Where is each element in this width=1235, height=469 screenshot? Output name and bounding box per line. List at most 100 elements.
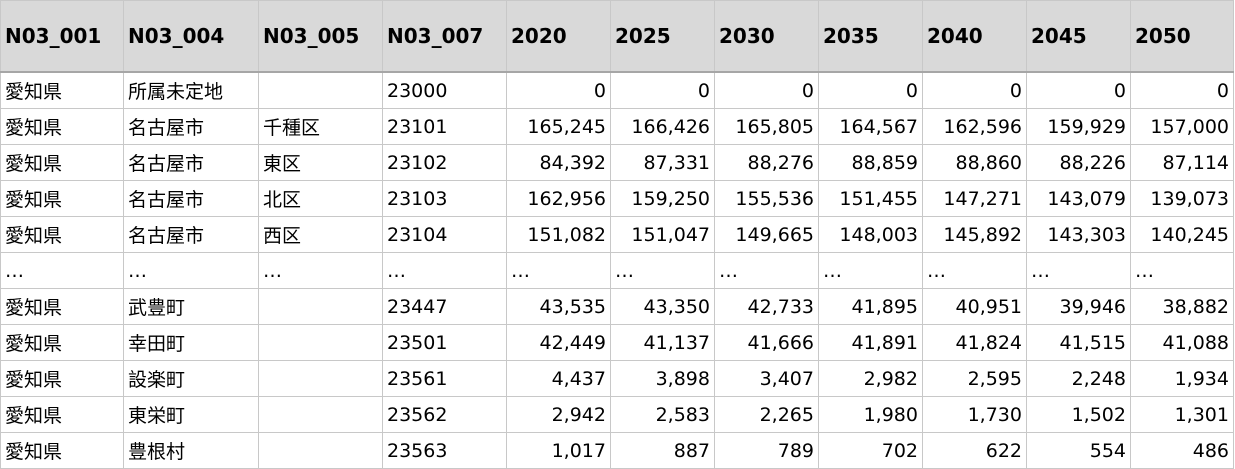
column-header[interactable]: N03_005: [258, 0, 383, 73]
table-cell[interactable]: 1,980: [818, 396, 923, 433]
table-cell[interactable]: [258, 360, 383, 397]
table-cell[interactable]: 0: [610, 71, 715, 109]
table-cell[interactable]: 143,079: [1026, 180, 1131, 217]
table-cell[interactable]: …: [1026, 252, 1131, 289]
table-cell[interactable]: 北区: [258, 180, 383, 217]
table-cell[interactable]: …: [258, 252, 383, 289]
column-header[interactable]: 2045: [1026, 0, 1131, 73]
column-header[interactable]: 2030: [714, 0, 819, 73]
table-cell[interactable]: 0: [714, 71, 819, 109]
table-cell[interactable]: 155,536: [714, 180, 819, 217]
table-cell[interactable]: 23101: [382, 108, 507, 145]
table-cell[interactable]: 0: [922, 71, 1027, 109]
table-cell[interactable]: 41,137: [610, 324, 715, 361]
table-cell[interactable]: 東栄町: [123, 396, 259, 433]
table-cell[interactable]: 88,226: [1026, 144, 1131, 181]
table-cell[interactable]: 164,567: [818, 108, 923, 145]
table-cell[interactable]: 西区: [258, 216, 383, 253]
table-cell[interactable]: 23562: [382, 396, 507, 433]
table-cell[interactable]: 84,392: [506, 144, 611, 181]
table-cell[interactable]: 2,265: [714, 396, 819, 433]
table-cell[interactable]: 愛知県: [0, 216, 124, 253]
table-cell[interactable]: 151,047: [610, 216, 715, 253]
column-header[interactable]: 2020: [506, 0, 611, 73]
table-cell[interactable]: 165,245: [506, 108, 611, 145]
table-cell[interactable]: 愛知県: [0, 324, 124, 361]
table-cell[interactable]: 武豊町: [123, 288, 259, 325]
table-cell[interactable]: 23102: [382, 144, 507, 181]
table-cell[interactable]: 設楽町: [123, 360, 259, 397]
table-cell[interactable]: 42,449: [506, 324, 611, 361]
table-cell[interactable]: 愛知県: [0, 360, 124, 397]
table-cell[interactable]: 名古屋市: [123, 216, 259, 253]
table-cell[interactable]: 2,942: [506, 396, 611, 433]
column-header[interactable]: N03_004: [123, 0, 259, 73]
table-cell[interactable]: 43,535: [506, 288, 611, 325]
table-cell[interactable]: 3,407: [714, 360, 819, 397]
table-cell[interactable]: 151,455: [818, 180, 923, 217]
table-cell[interactable]: 0: [1026, 71, 1131, 109]
column-header[interactable]: N03_001: [0, 0, 124, 73]
table-cell[interactable]: 4,437: [506, 360, 611, 397]
table-cell[interactable]: 幸田町: [123, 324, 259, 361]
table-cell[interactable]: 166,426: [610, 108, 715, 145]
table-cell[interactable]: 23447: [382, 288, 507, 325]
table-cell[interactable]: 23104: [382, 216, 507, 253]
table-cell[interactable]: …: [382, 252, 507, 289]
table-cell[interactable]: 愛知県: [0, 108, 124, 145]
column-header[interactable]: 2035: [818, 0, 923, 73]
table-cell[interactable]: 名古屋市: [123, 108, 259, 145]
table-cell[interactable]: 789: [714, 432, 819, 469]
table-cell[interactable]: 140,245: [1130, 216, 1234, 253]
table-cell[interactable]: 愛知県: [0, 432, 124, 469]
table-cell[interactable]: 159,929: [1026, 108, 1131, 145]
table-cell[interactable]: 162,956: [506, 180, 611, 217]
table-cell[interactable]: 3,898: [610, 360, 715, 397]
table-cell[interactable]: 43,350: [610, 288, 715, 325]
table-cell[interactable]: …: [506, 252, 611, 289]
table-cell[interactable]: 1,730: [922, 396, 1027, 433]
table-cell[interactable]: 41,088: [1130, 324, 1234, 361]
table-cell[interactable]: 2,982: [818, 360, 923, 397]
table-cell[interactable]: 23563: [382, 432, 507, 469]
table-cell[interactable]: …: [1130, 252, 1234, 289]
table-cell[interactable]: 88,859: [818, 144, 923, 181]
column-header[interactable]: 2040: [922, 0, 1027, 73]
table-cell[interactable]: 愛知県: [0, 288, 124, 325]
table-cell[interactable]: 622: [922, 432, 1027, 469]
column-header[interactable]: N03_007: [382, 0, 507, 73]
table-cell[interactable]: [258, 396, 383, 433]
table-cell[interactable]: 41,891: [818, 324, 923, 361]
table-cell[interactable]: [258, 288, 383, 325]
table-cell[interactable]: 702: [818, 432, 923, 469]
table-cell[interactable]: 愛知県: [0, 71, 124, 109]
table-cell[interactable]: 23501: [382, 324, 507, 361]
column-header[interactable]: 2050: [1130, 0, 1234, 73]
table-cell[interactable]: 38,882: [1130, 288, 1234, 325]
table-cell[interactable]: 139,073: [1130, 180, 1234, 217]
table-cell[interactable]: 87,114: [1130, 144, 1234, 181]
table-cell[interactable]: 145,892: [922, 216, 1027, 253]
table-cell[interactable]: 1,502: [1026, 396, 1131, 433]
table-cell[interactable]: [258, 324, 383, 361]
table-cell[interactable]: 159,250: [610, 180, 715, 217]
table-cell[interactable]: 千種区: [258, 108, 383, 145]
table-cell[interactable]: [258, 432, 383, 469]
table-cell[interactable]: 554: [1026, 432, 1131, 469]
table-cell[interactable]: 41,666: [714, 324, 819, 361]
table-cell[interactable]: 41,824: [922, 324, 1027, 361]
table-cell[interactable]: 23000: [382, 71, 507, 109]
table-cell[interactable]: 42,733: [714, 288, 819, 325]
table-cell[interactable]: 1,017: [506, 432, 611, 469]
table-cell[interactable]: 1,934: [1130, 360, 1234, 397]
table-cell[interactable]: …: [0, 252, 124, 289]
table-cell[interactable]: 41,895: [818, 288, 923, 325]
table-cell[interactable]: 157,000: [1130, 108, 1234, 145]
table-cell[interactable]: 88,276: [714, 144, 819, 181]
table-cell[interactable]: 39,946: [1026, 288, 1131, 325]
table-cell[interactable]: …: [610, 252, 715, 289]
table-cell[interactable]: 2,248: [1026, 360, 1131, 397]
table-cell[interactable]: 23561: [382, 360, 507, 397]
table-cell[interactable]: 151,082: [506, 216, 611, 253]
table-cell[interactable]: 40,951: [922, 288, 1027, 325]
